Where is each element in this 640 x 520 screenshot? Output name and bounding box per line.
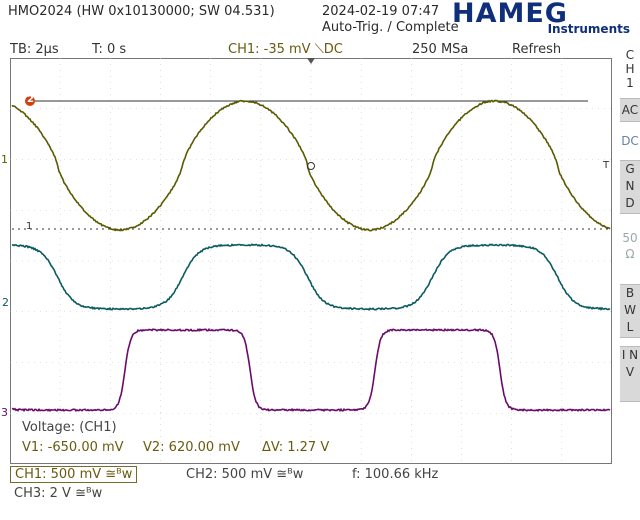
- cursor-measure-title: Voltage: (CH1): [22, 420, 117, 435]
- cursor-2-label: 2: [27, 94, 34, 105]
- ch2-offset-marker[interactable]: 2: [2, 296, 9, 309]
- ch1-offset-marker[interactable]: 1: [1, 153, 8, 166]
- cursor-v2: V2: 620.00 mV: [143, 440, 240, 455]
- ch3-offset-marker[interactable]: 3: [1, 406, 8, 419]
- ch3-scale[interactable]: CH3: 2 V ≅ᴮw: [14, 486, 102, 501]
- ch1-waveform: [12, 100, 610, 230]
- ch2-waveform: [12, 244, 610, 309]
- ch2-scale[interactable]: CH2: 500 mV ≅ᴮw: [186, 467, 303, 482]
- trigger-position-marker[interactable]: [307, 58, 315, 64]
- grid: [10, 58, 612, 464]
- frequency-readout: f: 100.66 kHz: [352, 467, 438, 482]
- cursor-v1: V1: -650.00 mV: [22, 440, 124, 455]
- trigger-time-marker[interactable]: T: [603, 160, 609, 171]
- cursor-delta-v: ΔV: 1.27 V: [262, 440, 329, 455]
- ch1-scale[interactable]: CH1: 500 mV ≅ᴮw: [10, 466, 137, 483]
- trigger-level-marker[interactable]: 1: [26, 221, 32, 232]
